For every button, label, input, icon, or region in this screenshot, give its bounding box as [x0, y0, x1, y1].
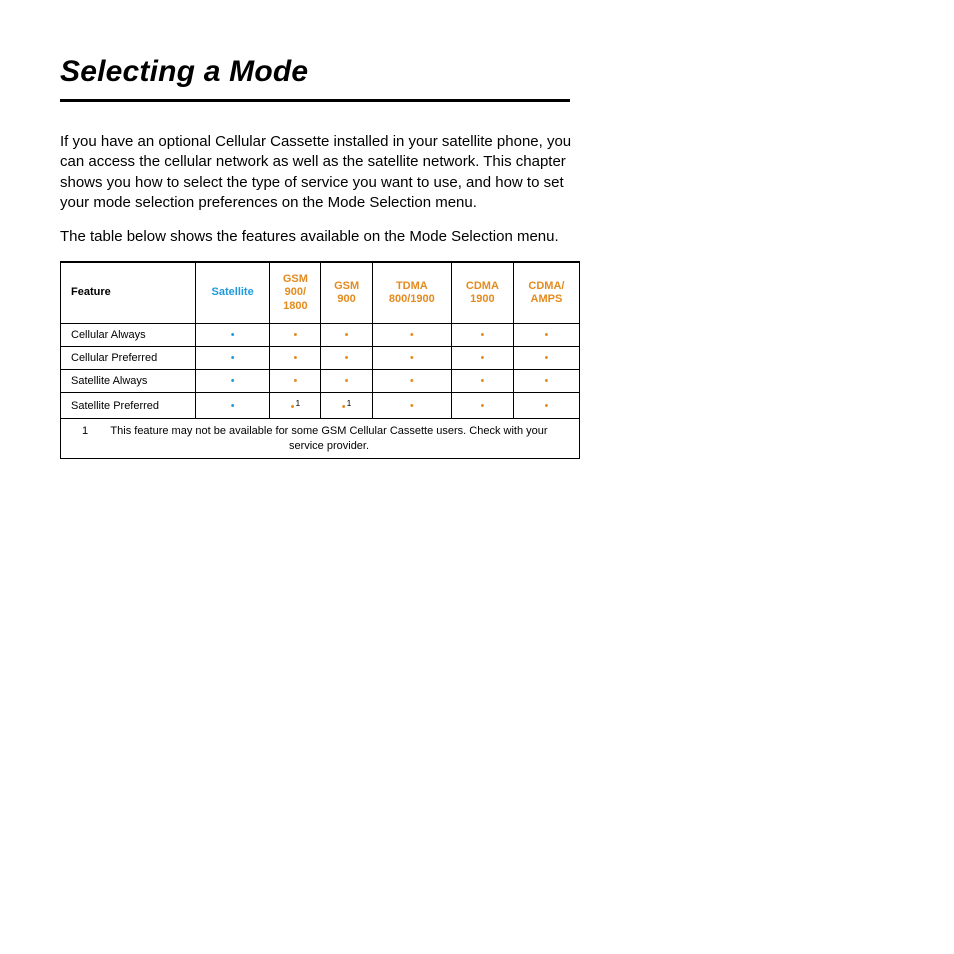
- feature-header: Feature: [61, 262, 196, 323]
- bullet-icon: •: [293, 353, 297, 364]
- data-cell: •: [321, 369, 372, 392]
- title-rule: [60, 99, 570, 102]
- data-cell: •: [372, 323, 451, 346]
- data-cell: •: [196, 346, 270, 369]
- data-cell: •1: [321, 392, 372, 419]
- intro-paragraph: If you have an optional Cellular Cassett…: [60, 132, 580, 213]
- table-body: Cellular Always • • • • • • Cellular Preferred •…: [61, 323, 580, 458]
- data-cell: •: [372, 392, 451, 419]
- bullet-icon: •: [410, 330, 414, 341]
- bullet-icon: •: [410, 353, 414, 364]
- bullet-icon: •: [291, 402, 295, 413]
- data-cell: •: [196, 369, 270, 392]
- bullet-icon: •: [231, 330, 235, 341]
- bullet-icon: •: [345, 353, 349, 364]
- data-cell: •: [196, 392, 270, 419]
- feature-cell: Satellite Always: [61, 369, 196, 392]
- data-cell: •: [270, 346, 321, 369]
- table-row: Cellular Always • • • • • •: [61, 323, 580, 346]
- bullet-icon: •: [342, 402, 346, 413]
- data-cell: •: [513, 392, 579, 419]
- table-header-row: Feature SatelliteGSM900/1800GSM900TDMA80…: [61, 262, 580, 323]
- footnote-cell: 1This feature may not be available for s…: [61, 419, 580, 459]
- table-row: Satellite Preferred••1•1•••: [61, 392, 580, 419]
- bullet-icon: •: [545, 401, 549, 412]
- data-cell: •1: [270, 392, 321, 419]
- column-header: CDMA1900: [451, 262, 513, 323]
- table-row: Cellular Preferred • • • • • •: [61, 346, 580, 369]
- bullet-icon: •: [480, 401, 484, 412]
- page-title: Selecting a Mode: [60, 55, 894, 89]
- bullet-icon: •: [480, 353, 484, 364]
- bullet-icon: •: [480, 376, 484, 387]
- bullet-icon: •: [545, 376, 549, 387]
- bullet-icon: •: [231, 353, 235, 364]
- bullet-icon: •: [545, 330, 549, 341]
- data-cell: •: [513, 369, 579, 392]
- column-header: TDMA800/1900: [372, 262, 451, 323]
- lead-paragraph: The table below shows the features avail…: [60, 227, 580, 247]
- bullet-icon: •: [231, 376, 235, 387]
- feature-cell: Cellular Always: [61, 323, 196, 346]
- bullet-icon: •: [345, 376, 349, 387]
- feature-cell: Satellite Preferred: [61, 392, 196, 419]
- table-row: Satellite Always • • • • • •: [61, 369, 580, 392]
- bullet-icon: •: [545, 353, 549, 364]
- data-cell: •: [451, 392, 513, 419]
- bullet-icon: •: [293, 376, 297, 387]
- column-header: GSM900: [321, 262, 372, 323]
- data-cell: •: [451, 323, 513, 346]
- page: Selecting a Mode If you have an optional…: [0, 0, 954, 519]
- column-header: Satellite: [196, 262, 270, 323]
- bullet-icon: •: [410, 401, 414, 412]
- bullet-icon: •: [293, 330, 297, 341]
- footnote-ref: 1: [295, 398, 300, 408]
- column-header: GSM900/1800: [270, 262, 321, 323]
- column-header: CDMA/AMPS: [513, 262, 579, 323]
- data-cell: •: [321, 323, 372, 346]
- data-cell: •: [270, 323, 321, 346]
- data-cell: •: [270, 369, 321, 392]
- data-cell: •: [372, 346, 451, 369]
- bullet-icon: •: [345, 330, 349, 341]
- data-cell: •: [372, 369, 451, 392]
- footnote-row: 1This feature may not be available for s…: [61, 419, 580, 459]
- data-cell: •: [451, 369, 513, 392]
- data-cell: •: [321, 346, 372, 369]
- data-cell: •: [196, 323, 270, 346]
- footnote-text: This feature may not be available for so…: [94, 424, 564, 453]
- bullet-icon: •: [480, 330, 484, 341]
- mode-selection-table: Feature SatelliteGSM900/1800GSM900TDMA80…: [60, 261, 580, 459]
- footnote-number: 1: [76, 424, 94, 438]
- data-cell: •: [513, 346, 579, 369]
- data-cell: •: [513, 323, 579, 346]
- bullet-icon: •: [231, 401, 235, 412]
- feature-cell: Cellular Preferred: [61, 346, 196, 369]
- bullet-icon: •: [410, 376, 414, 387]
- footnote-ref: 1: [347, 398, 352, 408]
- data-cell: •: [451, 346, 513, 369]
